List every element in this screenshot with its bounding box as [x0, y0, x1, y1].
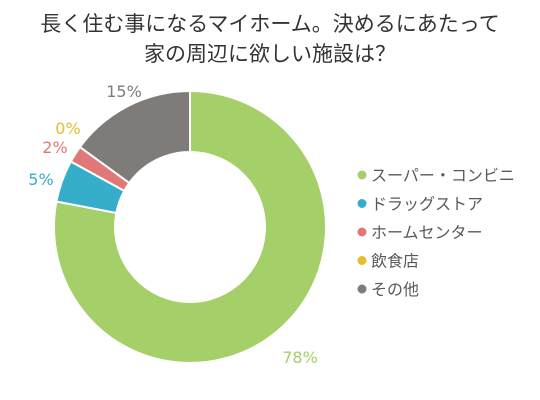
percent-label-slice-4: 0% [55, 119, 80, 138]
percent-label-slice-1: 78% [282, 348, 318, 367]
chart-title-line-2: 家の周辺に欲しい施設は？ [144, 42, 396, 66]
legend-item-4: 飲食店 [357, 252, 419, 271]
donut-slice-5 [78, 89, 191, 185]
legend-label-1: スーパー・コンビニ [371, 166, 515, 185]
legend-marker-2 [357, 199, 367, 208]
donut-slices [53, 89, 327, 364]
legend-label-2: ドラッグストア [371, 195, 483, 214]
percentage-labels: 78% 5% 2%0% 15% [28, 82, 317, 367]
legend-label-4: 飲食店 [371, 252, 419, 271]
chart-title-line-1: 長く住む事になるマイホーム。決めるにあたって [40, 12, 499, 36]
legend-marker-1 [357, 170, 367, 180]
legend-label-3: ホームセンター [371, 223, 483, 242]
percent-label-slice-5: 15% [106, 82, 142, 101]
legend-item-5: その他 [357, 280, 419, 299]
legend-item-3: ホームセンター [357, 223, 483, 242]
legend-marker-3 [357, 227, 367, 237]
legend-item-2: ドラッグストア [357, 195, 483, 214]
percent-label-slice-3: 2% [42, 138, 67, 157]
percent-label-slice-2: 5% [28, 170, 53, 189]
legend-marker-4 [357, 256, 367, 265]
legend-item-1: スーパー・コンビニ [357, 166, 515, 185]
legend-label-5: その他 [371, 280, 419, 299]
donut-slice-1 [53, 89, 327, 364]
legend-marker-5 [357, 284, 367, 294]
